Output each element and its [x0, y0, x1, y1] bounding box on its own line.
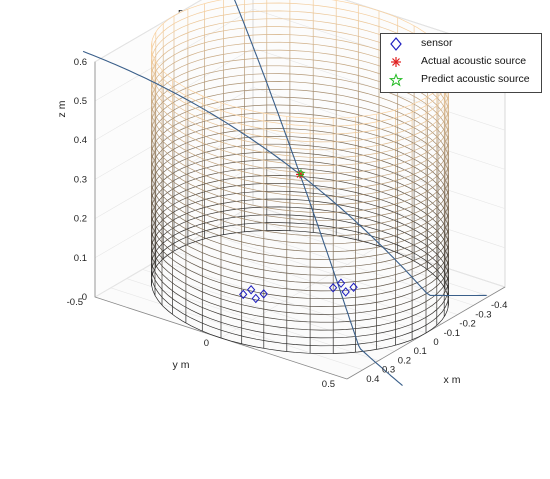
cylinder-ring: [151, 151, 449, 276]
cylinder-ring: [151, 120, 449, 245]
cylinder-ring: [151, 230, 449, 354]
x-tick-label: 0.2: [398, 355, 411, 366]
z-tick-label: 0.1: [74, 253, 87, 264]
cylinder-ring: [151, 2, 449, 127]
cylinder-ring: [151, 81, 449, 205]
cylinder-ring: [151, 143, 449, 268]
cylinder-ring: [151, 159, 449, 284]
x-tick-label: -0.4: [491, 300, 507, 311]
sensor-marker: [246, 285, 256, 295]
cylinder-ring: [151, 10, 449, 135]
legend-label: Predict acoustic source: [421, 73, 530, 85]
cylinder-ring: [151, 104, 449, 229]
star-marker-icon: [389, 73, 403, 87]
z-tick-label: 0.2: [74, 214, 87, 225]
cylinder-ring: [151, 18, 449, 143]
cylinder-ring: [151, 88, 449, 213]
cylinder-ring: [151, 57, 449, 182]
legend-label: Actual acoustic source: [421, 55, 527, 67]
x-tick-label: 0.4: [366, 374, 379, 385]
cylinder-ring: [151, 49, 449, 174]
z-tick-label: 0.3: [74, 174, 87, 185]
sensor-marker: [328, 283, 338, 293]
y-tick-label: 0.5: [322, 379, 335, 390]
sensor-marker: [259, 289, 268, 299]
sensor-marker: [251, 293, 260, 304]
cylinder-ring: [151, 34, 449, 158]
predict-source-marker: [296, 168, 306, 178]
y-tick-label: 0: [204, 338, 209, 349]
x-axis-label: x m: [444, 374, 461, 386]
cylinder-ring: [151, 175, 449, 300]
legend-entry-predict: Predict acoustic source: [381, 72, 541, 88]
cylinder-ring: [151, 198, 449, 323]
data-markers: [239, 168, 358, 304]
x-tick-label: -0.1: [444, 328, 460, 339]
cylinder-ring: [151, 0, 449, 119]
cylinder-ring: [151, 167, 449, 292]
cylinder-ring: [151, 214, 449, 339]
z-tick-label: 0: [82, 292, 87, 303]
axis-ticks: 00.10.20.30.40.50.6-0.500.5 0.40.30.20.10…: [67, 57, 508, 390]
sensor-marker: [341, 287, 350, 297]
legend: sensor Actual acoustic source Predict ac…: [380, 33, 542, 93]
z-axis-label: z m: [56, 100, 68, 117]
z-tick-label: 0.6: [74, 57, 87, 68]
diamond-marker-icon: [390, 37, 402, 51]
x-tick-label: 0.3: [382, 365, 395, 376]
cylinder-ring: [151, 65, 449, 190]
y-tick-label: -0.5: [67, 297, 83, 308]
cylinder-ring: [151, 222, 449, 347]
z-tick-label: 0.5: [74, 96, 87, 107]
x-tick-label: -0.3: [475, 309, 491, 320]
asterisk-marker-icon: [391, 57, 401, 67]
cylinder-ring: [151, 183, 449, 307]
cylinder-ring: [151, 26, 449, 151]
legend-entry-sensor: sensor: [381, 36, 541, 52]
sensor-marker: [239, 289, 248, 300]
cylinder-ring: [151, 206, 449, 331]
cylinder-ring: [151, 41, 449, 166]
x-tick-label: 0: [433, 337, 438, 348]
legend-entry-actual: Actual acoustic source: [381, 54, 541, 70]
cylinder-ring: [151, 135, 449, 260]
z-tick-label: 0.4: [74, 135, 87, 146]
x-tick-label: 0.1: [414, 346, 427, 357]
cylinder-surface: [151, 0, 449, 354]
x-tick-label: -0.2: [459, 319, 475, 330]
cylinder-ring: [151, 190, 449, 315]
sensor-marker: [349, 282, 358, 293]
legend-label: sensor: [421, 37, 453, 49]
cylinder-ring: [151, 96, 449, 221]
grid-line: [220, 245, 380, 339]
y-axis-label: y m: [173, 359, 190, 371]
cylinder-ring: [151, 112, 449, 237]
cylinder-ring: [151, 73, 449, 198]
sensor-marker: [336, 278, 346, 288]
cylinder-ring: [151, 128, 449, 253]
